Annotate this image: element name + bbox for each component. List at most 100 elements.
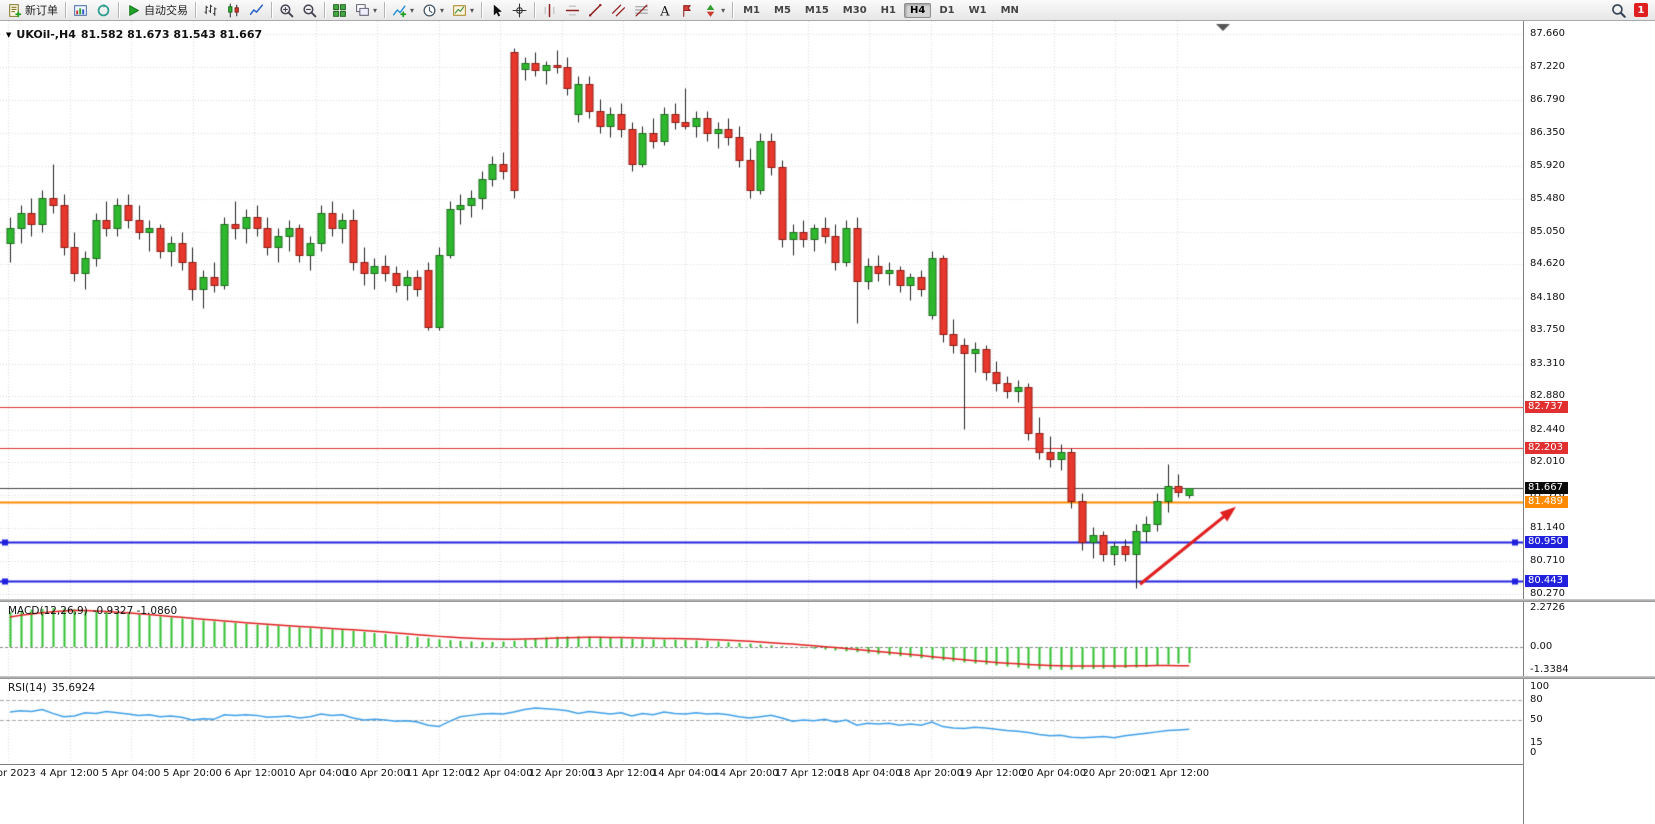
templates-button[interactable]: ▾	[448, 0, 478, 20]
new-chart-icon	[73, 3, 88, 18]
crosshair-button[interactable]	[508, 0, 531, 20]
price-axis-label: 84.620	[1530, 258, 1565, 269]
time-scale[interactable]: 3 Apr 2023 4 Apr 12:005 Apr 04:005 Apr 20…	[0, 768, 1523, 784]
candle-chart-button[interactable]	[222, 0, 245, 20]
rsi-axis-label: 0	[1530, 747, 1537, 758]
macd-panel-canvas[interactable]	[0, 602, 1523, 676]
clock-icon	[422, 3, 437, 18]
horizontal-line-icon	[565, 3, 580, 18]
channel-button[interactable]	[607, 0, 630, 20]
cascade-windows-button[interactable]: ▾	[351, 0, 381, 20]
price-axis-label: 82.440	[1530, 424, 1565, 435]
price-scale[interactable]: 87.660 87.220 86.790 86.350 85.920 85.480 85.0…	[1523, 21, 1655, 824]
time-axis-label: 18 Apr 20:00	[897, 768, 964, 779]
fibonacci-icon	[634, 3, 649, 18]
time-axis-label: 12 Apr 20:00	[528, 768, 595, 779]
price-axis-label: 87.660	[1530, 28, 1565, 39]
rsi-panel-canvas[interactable]	[0, 679, 1523, 763]
macd-axis-label: -1.3384	[1530, 664, 1569, 675]
time-axis-label: 14 Apr 04:00	[651, 768, 718, 779]
profiles-icon	[96, 3, 111, 18]
price-axis-label: 86.790	[1530, 94, 1565, 105]
price-axis-label: 87.220	[1530, 61, 1565, 72]
line-chart-button[interactable]	[245, 0, 268, 20]
timeframe-m1-button[interactable]: M1	[743, 4, 760, 16]
chart-bars-icon	[203, 3, 218, 18]
toolbar-separator	[732, 2, 734, 18]
tile-windows-button[interactable]	[328, 0, 351, 20]
macd-panel-splitter[interactable]	[0, 599, 1655, 602]
search-button[interactable]	[1607, 0, 1630, 20]
timeframe-m15-button[interactable]: M15	[804, 4, 829, 16]
rsi-axis-label: 80	[1530, 694, 1543, 705]
price-axis-label: 80.710	[1530, 555, 1565, 566]
time-axis-label: 4 Apr 12:00	[40, 768, 99, 779]
indicators-button[interactable]: ▾	[388, 0, 418, 20]
time-axis-line	[0, 764, 1655, 765]
level-price-tag: 81.489	[1525, 496, 1568, 508]
rsi-indicator-label: RSI(14) 35.6924	[8, 682, 95, 694]
profiles-button[interactable]	[92, 0, 115, 20]
main-toolbar: 新订单 自动交易 ▾ ▾ ▾ ▾ A ▾ M1 M5 M15 M30 H1 H4 D1 W1 MN 1	[0, 0, 1655, 21]
level-price-tag: 80.443	[1525, 575, 1568, 587]
svg-text:A: A	[659, 4, 670, 18]
cursor-button[interactable]	[485, 0, 508, 20]
time-axis-label: 17 Apr 12:00	[774, 768, 841, 779]
macd-values-label: -0.9327 -1.0860	[92, 605, 178, 617]
price-axis-label: 83.750	[1530, 324, 1565, 335]
new-order-button[interactable]: 新订单	[3, 0, 62, 20]
ohlc-values-label: 81.582 81.673 81.543 81.667	[80, 28, 263, 41]
price-axis-label: 81.140	[1530, 522, 1565, 533]
zoom-out-icon	[302, 3, 317, 18]
rsi-name-label: RSI(14)	[8, 682, 47, 694]
notifications-button[interactable]: 1	[1630, 0, 1652, 20]
fibonacci-button[interactable]	[630, 0, 653, 20]
timeframe-d1-button[interactable]: D1	[939, 4, 955, 16]
timeframe-w1-button[interactable]: W1	[968, 4, 987, 16]
rsi-axis-label: 100	[1530, 681, 1550, 692]
shapes-icon	[703, 3, 718, 18]
trendline-button[interactable]	[584, 0, 607, 20]
time-axis-label: 11 Apr 12:00	[405, 768, 472, 779]
price-axis-label: 86.350	[1530, 127, 1565, 138]
level-price-tag: 82.737	[1525, 401, 1568, 413]
tile-windows-icon	[332, 3, 347, 18]
dropdown-arrow-icon: ▾	[440, 5, 445, 15]
vertical-line-button[interactable]	[538, 0, 561, 20]
rsi-panel-splitter[interactable]	[0, 676, 1655, 679]
new-chart-button[interactable]	[69, 0, 92, 20]
bar-chart-button[interactable]	[199, 0, 222, 20]
dropdown-arrow-icon: ▾	[470, 5, 475, 15]
time-axis-label: 10 Apr 04:00	[282, 768, 349, 779]
zoom-in-icon	[279, 3, 294, 18]
toolbar-separator	[271, 2, 272, 18]
price-axis-label: 85.050	[1530, 226, 1565, 237]
autotrading-button[interactable]: 自动交易	[122, 0, 192, 20]
timeframe-m30-button[interactable]: M30	[842, 4, 867, 16]
shapes-button[interactable]: ▾	[699, 0, 729, 20]
time-axis-label: 19 Apr 12:00	[959, 768, 1025, 779]
horizontal-line-button[interactable]	[561, 0, 584, 20]
chart-collapse-icon[interactable]: ▼	[6, 30, 12, 39]
toolbar-separator	[481, 2, 483, 18]
label-button[interactable]	[676, 0, 699, 20]
trendline-icon	[588, 3, 603, 18]
channel-icon	[611, 3, 626, 18]
text-button[interactable]: A	[653, 0, 676, 20]
time-axis-label: 5 Apr 04:00	[101, 768, 161, 779]
templates-icon	[452, 3, 467, 18]
time-axis-label: 21 Apr 12:00	[1143, 768, 1210, 779]
time-axis-label: 3 Apr 2023	[0, 768, 36, 779]
crosshair-icon	[512, 3, 527, 18]
macd-indicator-label: MACD(12,26,9) -0.9327 -1.0860	[8, 605, 177, 617]
periods-button[interactable]: ▾	[418, 0, 448, 20]
main-chart-canvas[interactable]	[0, 21, 1523, 599]
zoom-out-button[interactable]	[298, 0, 321, 20]
timeframe-h1-button[interactable]: H1	[880, 4, 896, 16]
timeframe-mn-button[interactable]: MN	[1000, 4, 1019, 16]
timeframe-h4-button[interactable]: H4	[904, 2, 932, 18]
timeframe-m5-button[interactable]: M5	[774, 4, 791, 16]
zoom-in-button[interactable]	[275, 0, 298, 20]
toolbar-separator	[534, 2, 536, 18]
